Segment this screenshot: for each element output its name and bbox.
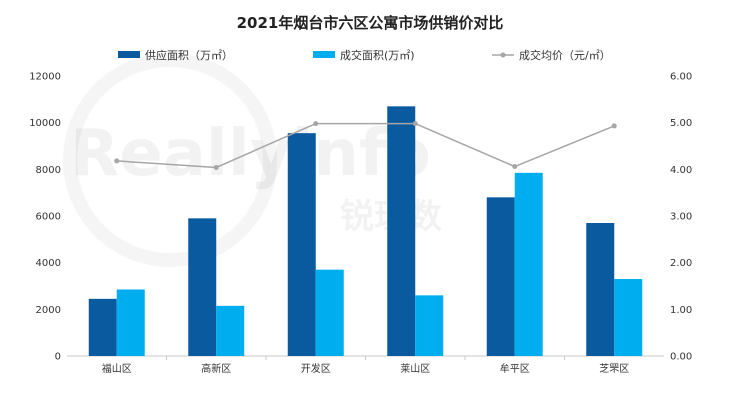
left-axis-tick-label: 2000 <box>36 305 61 316</box>
legend-label: 成交面积(万㎡) <box>340 48 415 62</box>
right-axis-tick-label: 3.00 <box>670 212 692 223</box>
legend-swatch-marker <box>500 52 506 58</box>
watermark-ring <box>63 53 277 267</box>
right-axis-tick-label: 2.00 <box>670 258 692 269</box>
legend-swatch <box>313 51 335 58</box>
sales-area-bar <box>116 289 145 356</box>
sales-area-bar <box>315 269 344 356</box>
avg-price-point <box>213 164 219 170</box>
left-axis-tick-label: 10000 <box>29 118 61 129</box>
supply-area-bar <box>287 133 316 356</box>
legend-label: 供应面积（万㎡） <box>145 48 233 62</box>
sales-area-bar <box>415 295 444 356</box>
watermark-text: Reallyinfo <box>70 117 431 191</box>
avg-price-point <box>412 121 418 127</box>
bars <box>88 106 643 356</box>
avg-price-line <box>116 122 615 169</box>
legend-label: 成交均价（元/㎡） <box>519 48 611 62</box>
sales-area-bar <box>514 172 543 356</box>
right-axis-tick-label: 0.00 <box>670 352 692 363</box>
watermark: Reallyinfo 锐理数 <box>63 53 442 267</box>
axes: 0 2000 4000 6000 8000 10000 12000 0.00 1.00 2.00 3… <box>29 72 692 376</box>
left-axis-tick-label: 8000 <box>36 165 61 176</box>
supply-area-bar <box>188 218 217 356</box>
left-axis-tick-label: 12000 <box>29 72 61 83</box>
legend: 供应面积（万㎡） 成交面积(万㎡) 成交均价（元/㎡） <box>118 48 611 62</box>
right-axis-tick-label: 5.00 <box>670 118 692 129</box>
sales-area-bar <box>216 305 245 356</box>
x-axis-category-label: 福山区 <box>102 362 132 375</box>
left-axis-tick-label: 6000 <box>36 212 61 223</box>
supply-area-bar <box>387 106 416 356</box>
right-axis-tick-label: 1.00 <box>670 305 692 316</box>
avg-price-point <box>512 164 518 170</box>
right-axis-tick-label: 4.00 <box>670 165 692 176</box>
left-axis-tick-label: 0 <box>55 352 61 363</box>
supply-area-bar <box>586 223 615 356</box>
x-axis-category-label: 芝罘区 <box>599 362 629 375</box>
chart-title: 2021年烟台市六区公寓市场供销价对比 <box>236 14 504 32</box>
sales-area-bar <box>614 279 643 356</box>
x-axis-category-label: 开发区 <box>301 362 331 375</box>
x-axis-category-label: 牟平区 <box>500 362 530 375</box>
avg-price-point <box>611 123 617 129</box>
avg-price-point <box>313 121 319 127</box>
avg-price-point <box>114 158 120 164</box>
right-axis-tick-label: 6.00 <box>670 72 692 83</box>
left-axis-tick-label: 4000 <box>36 258 61 269</box>
price-line <box>114 121 617 170</box>
x-axis-category-label: 莱山区 <box>400 363 430 375</box>
x-axis-category-label: 高新区 <box>201 362 231 375</box>
legend-swatch <box>118 51 140 58</box>
supply-area-bar <box>486 197 515 356</box>
supply-area-bar <box>88 298 117 356</box>
